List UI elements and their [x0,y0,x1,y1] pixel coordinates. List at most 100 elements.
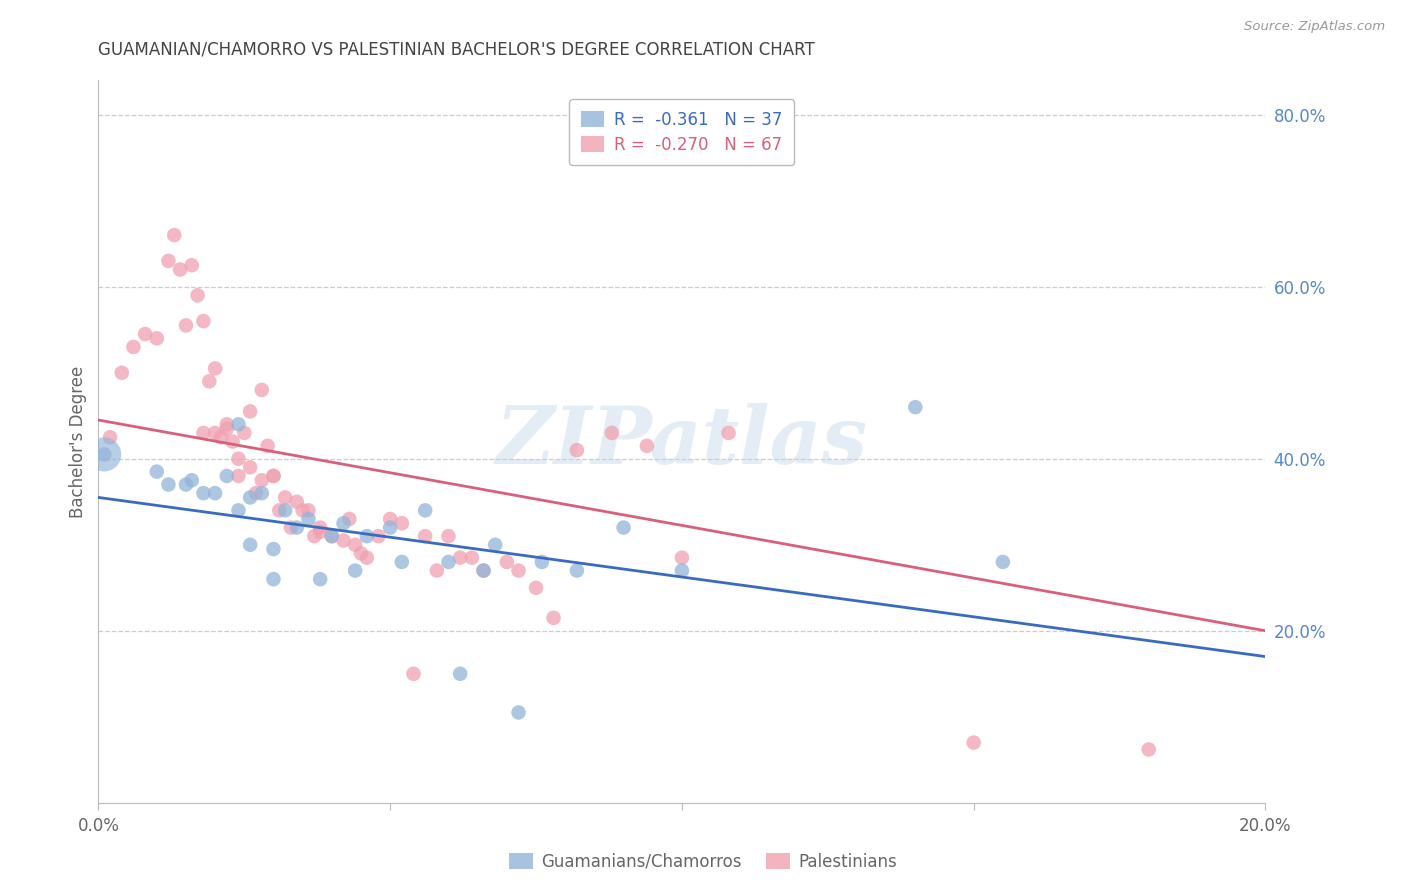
Point [530,555,553,569]
Legend: Guamanians/Chamorros, Palestinians: Guamanians/Chamorros, Palestinians [501,845,905,880]
Point [472,564,495,578]
Point [291,503,314,517]
Point [204,361,226,376]
Point [356,529,378,543]
Point [174,477,197,491]
Point [297,512,319,526]
Point [228,503,250,517]
Point [524,581,547,595]
Point [380,512,402,526]
Point [274,491,297,505]
Point [413,503,436,517]
Point [204,425,226,440]
Point [193,425,215,440]
Point [508,706,530,720]
Point [215,469,238,483]
Point [671,550,693,565]
Point [262,469,284,483]
Point [187,288,209,302]
Text: Source: ZipAtlas.com: Source: ZipAtlas.com [1244,20,1385,33]
Point [209,430,232,444]
Point [904,400,927,414]
Point [239,491,262,505]
Point [612,520,634,534]
Point [543,611,565,625]
Point [250,473,273,487]
Point [391,555,413,569]
Point [508,564,530,578]
Y-axis label: Bachelor's Degree: Bachelor's Degree [69,366,87,517]
Point [215,417,238,432]
Point [280,520,302,534]
Text: GUAMANIAN/CHAMORRO VS PALESTINIAN BACHELOR'S DEGREE CORRELATION CHART: GUAMANIAN/CHAMORRO VS PALESTINIAN BACHEL… [98,40,815,58]
Point [356,550,378,565]
Point [472,564,495,578]
Point [174,318,197,333]
Point [157,253,180,268]
Point [269,503,291,517]
Point [198,375,221,389]
Point [367,529,389,543]
Point [402,666,425,681]
Point [193,486,215,500]
Point [274,503,297,517]
Point [1137,742,1160,756]
Point [157,477,180,491]
Point [93,447,115,461]
Point [309,572,332,586]
Point [239,538,262,552]
Point [437,555,460,569]
Point [413,529,436,543]
Point [239,404,262,418]
Point [250,486,273,500]
Point [228,417,250,432]
Point [233,425,256,440]
Text: ZIPatlas: ZIPatlas [496,403,868,480]
Legend: R =  -0.361   N = 37, R =  -0.270   N = 67: R = -0.361 N = 37, R = -0.270 N = 67 [569,99,794,165]
Point [180,258,202,272]
Point [332,533,354,548]
Point [221,434,243,449]
Point [332,516,354,531]
Point [565,564,588,578]
Point [111,366,134,380]
Point [262,572,284,586]
Point [122,340,145,354]
Point [484,538,506,552]
Point [344,538,367,552]
Point [426,564,449,578]
Point [93,447,115,461]
Point [962,735,984,749]
Point [297,503,319,517]
Point [671,564,693,578]
Point [134,326,156,341]
Point [391,516,413,531]
Point [250,383,273,397]
Point [991,555,1014,569]
Point [321,529,343,543]
Point [309,524,332,539]
Point [717,425,740,440]
Point [146,465,169,479]
Point [449,550,471,565]
Point [285,520,308,534]
Point [304,529,326,543]
Point [600,425,623,440]
Point [204,486,226,500]
Point [350,546,373,560]
Point [146,331,169,345]
Point [337,512,360,526]
Point [321,529,343,543]
Point [636,439,658,453]
Point [262,542,284,557]
Point [309,520,332,534]
Point [193,314,215,328]
Point [215,422,238,436]
Point [256,439,278,453]
Point [496,555,519,569]
Point [380,520,402,534]
Point [285,494,308,508]
Point [228,469,250,483]
Point [565,443,588,458]
Point [169,262,191,277]
